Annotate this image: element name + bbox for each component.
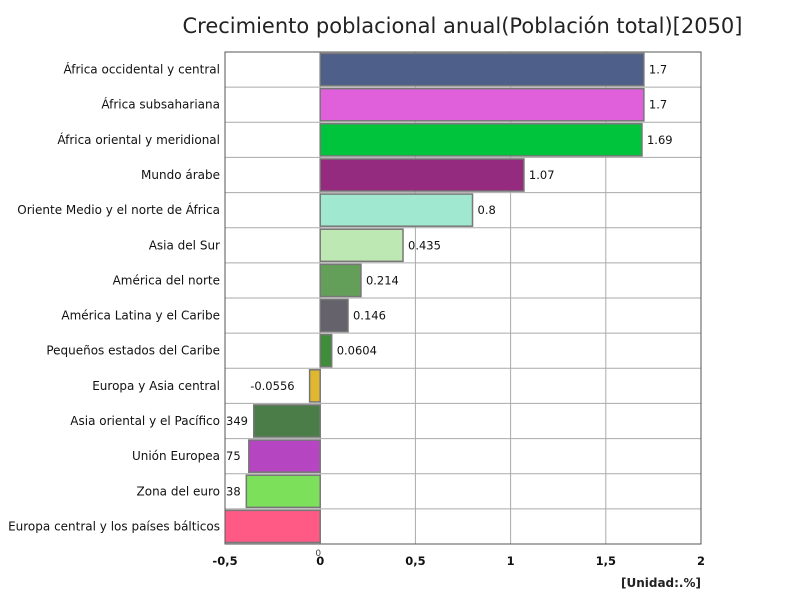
category-label: Europa y Asia central <box>92 379 220 393</box>
value-label: 0.146 <box>353 309 386 323</box>
value-label: 1.7 <box>649 98 667 112</box>
category-label: Pequeños estados del Caribe <box>46 344 220 358</box>
category-label: África oriental y meridional <box>57 132 220 147</box>
x-tick-label: 1,5 <box>596 554 616 568</box>
bar <box>319 263 362 298</box>
value-label: 1.7 <box>649 63 667 77</box>
value-label: 0.214 <box>366 273 399 287</box>
x-tick-label: 2 <box>697 554 705 568</box>
bar <box>319 228 404 263</box>
zero-marker: 0 <box>315 549 321 559</box>
category-label: Unión Europea <box>132 449 220 463</box>
bar <box>319 333 333 368</box>
bar <box>308 369 321 403</box>
chart-title: Crecimiento poblacional anual(Población … <box>182 14 743 38</box>
category-label: África subsahariana <box>101 97 220 112</box>
category-label: Asia oriental y el Pacífico <box>70 414 220 428</box>
category-label: Zona del euro <box>137 484 220 498</box>
category-label: Mundo árabe <box>141 168 220 182</box>
value-label: 349 <box>226 414 248 428</box>
value-label: 1.07 <box>529 168 555 182</box>
category-label: Europa central y los países bálticos <box>8 519 220 533</box>
bar <box>319 87 645 122</box>
value-label: 1.69 <box>647 133 673 147</box>
bar <box>319 298 349 333</box>
category-label: Asia del Sur <box>149 238 220 252</box>
plot-frame <box>224 51 702 545</box>
bar <box>319 52 645 87</box>
bar <box>248 439 321 473</box>
bars <box>225 52 645 544</box>
bar <box>253 404 321 438</box>
category-label: África occidental y central <box>63 62 220 77</box>
bar <box>245 474 321 509</box>
unit-label: [Unidad:.%] <box>620 576 701 590</box>
value-label: -0.0556 <box>250 379 294 393</box>
category-label: América del norte <box>113 273 220 287</box>
bar <box>319 193 474 227</box>
bar <box>319 123 643 157</box>
x-tick-label: 0,5 <box>405 554 425 568</box>
x-tick-label: -0,5 <box>212 554 237 568</box>
x-tick-label: 1 <box>507 554 515 568</box>
category-label: Oriente Medio y el norte de África <box>17 202 220 217</box>
x-tick-label: 0 <box>316 554 324 568</box>
labels: -0,5 0 0,5 1 1,5 2 0 África occidental y centra… <box>8 62 705 568</box>
value-label: 0.0604 <box>337 344 377 358</box>
bar <box>225 509 321 544</box>
bar <box>319 158 525 192</box>
value-label: 0.435 <box>408 238 441 252</box>
value-label: 75 <box>226 449 241 463</box>
category-label: América Latina y el Caribe <box>61 309 220 323</box>
value-label: 38 <box>226 484 241 498</box>
value-label: 0.8 <box>478 203 496 217</box>
